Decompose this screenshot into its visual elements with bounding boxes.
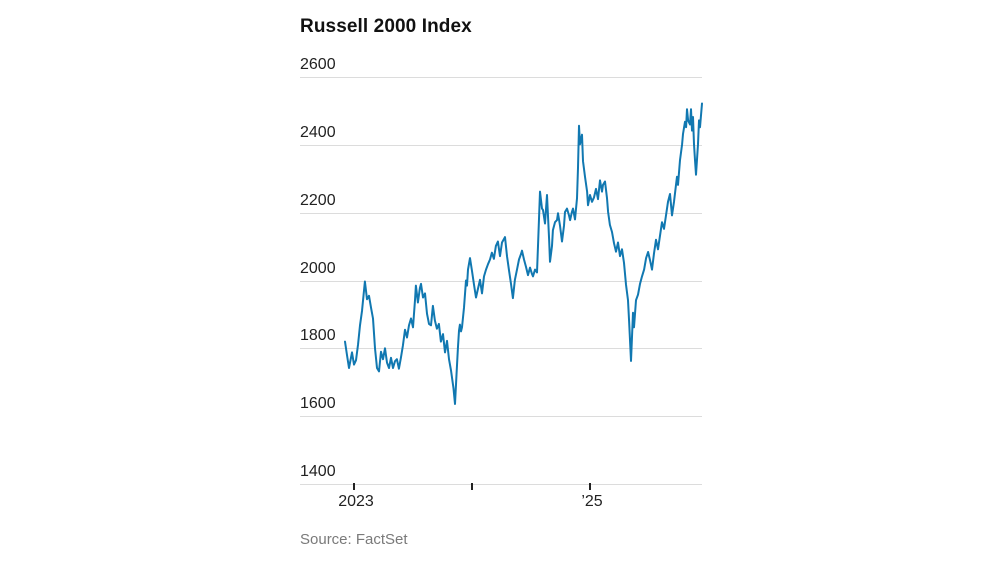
x-axis-tick [353,483,355,490]
chart-source: Source: FactSet [300,531,408,548]
x-axis-label: 2023 [338,493,374,510]
x-axis-tick [471,483,473,490]
y-axis-label: 1600 [300,395,336,413]
russell-2000-line [344,102,703,405]
gridline [300,484,702,485]
gridline [300,77,702,78]
y-axis-label: 2000 [300,259,336,277]
y-axis-label: 2200 [300,191,336,209]
y-axis-label: 2400 [300,123,336,141]
gridline [300,348,702,350]
x-axis-label: ’25 [581,493,603,510]
y-axis-label: 1400 [300,463,336,480]
x-axis-tick [589,483,591,490]
gridline [300,144,702,146]
chart-title: Russell 2000 Index [300,16,472,37]
y-axis-label: 2600 [300,56,336,73]
y-axis-label: 1800 [300,327,336,345]
gridline [300,416,702,418]
gridline [300,280,702,282]
gridline [300,212,702,214]
